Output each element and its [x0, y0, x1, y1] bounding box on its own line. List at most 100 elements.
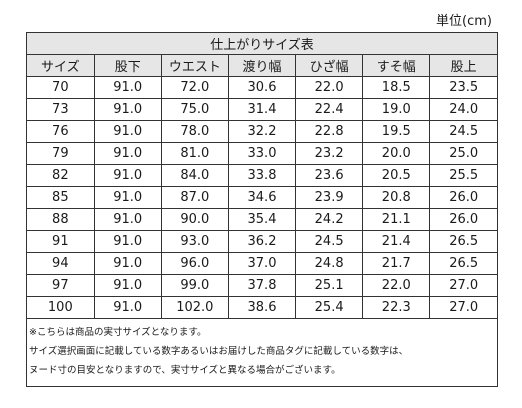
table-cell: 70 [27, 76, 95, 99]
table-cell: 93.0 [160, 230, 229, 253]
table-cell: 25.0 [429, 142, 497, 165]
table-cell: 24.2 [295, 208, 364, 231]
table-cell: 37.0 [227, 252, 297, 275]
table-cell: 94 [27, 252, 95, 275]
table-cell: 23.9 [295, 186, 364, 209]
table-cell: 26.0 [429, 186, 497, 209]
note-line: ※こちらは商品の実寸サイズとなります。 [29, 327, 207, 338]
table-row: 97 91.0 99.0 37.8 25.1 22.0 27.0 [27, 274, 497, 297]
table-cell: 79 [27, 142, 95, 165]
note-line: ヌード寸の目安となりますので、実寸サイズと異なる場合がございます。 [29, 365, 341, 376]
table-cell: 25.1 [295, 274, 364, 297]
table-cell: 19.5 [362, 120, 431, 143]
table-cell: 22.4 [295, 98, 364, 121]
table-cell: 82 [27, 164, 95, 187]
column-header-waist: ウエスト [160, 54, 229, 77]
table-cell: 81.0 [160, 142, 229, 165]
table-cell: 33.8 [227, 164, 297, 187]
table-cell: 31.4 [227, 98, 297, 121]
unit-label: 単位(cm) [436, 14, 492, 29]
column-header-thigh-width: 渡り幅 [227, 54, 297, 77]
table-cell: 26.5 [429, 230, 497, 253]
table-cell: 97 [27, 274, 95, 297]
table-cell: 24.8 [295, 252, 364, 275]
table-cell: 99.0 [160, 274, 229, 297]
table-cell: 84.0 [160, 164, 229, 187]
column-header-hem-width: すそ幅 [362, 54, 431, 77]
table-cell: 91.0 [93, 98, 162, 121]
table-cell: 72.0 [160, 76, 229, 99]
table-cell: 35.4 [227, 208, 297, 231]
table-cell: 34.6 [227, 186, 297, 209]
table-row: 85 91.0 87.0 34.6 23.9 20.8 26.0 [27, 186, 497, 209]
table-cell: 19.0 [362, 98, 431, 121]
table-cell: 23.2 [295, 142, 364, 165]
table-cell: 32.2 [227, 120, 297, 143]
table-row: 88 91.0 90.0 35.4 24.2 21.1 26.0 [27, 208, 497, 231]
table-cell: 91.0 [93, 164, 162, 187]
table-cell: 91.0 [93, 230, 162, 253]
table-cell: 33.0 [227, 142, 297, 165]
table-row: 76 91.0 78.0 32.2 22.8 19.5 24.5 [27, 120, 497, 143]
table-cell: 20.0 [362, 142, 431, 165]
table-row: 100 91.0 102.0 38.6 25.4 22.3 27.0 [27, 296, 497, 318]
table-cell: 78.0 [160, 120, 229, 143]
table-title: 仕上がりサイズ表 [27, 33, 497, 55]
table-cell: 91.0 [93, 208, 162, 231]
table-cell: 21.7 [362, 252, 431, 275]
table-cell: 91.0 [93, 76, 162, 99]
table-cell: 25.4 [295, 296, 364, 318]
table-cell: 27.0 [429, 296, 497, 318]
table-cell: 20.5 [362, 164, 431, 187]
table-cell: 24.5 [295, 230, 364, 253]
column-header-inseam: 股下 [93, 54, 162, 77]
column-header-rise: 股上 [429, 54, 497, 77]
table-cell: 21.4 [362, 230, 431, 253]
table-cell: 27.0 [429, 274, 497, 297]
table-cell: 91.0 [93, 252, 162, 275]
table-row: 94 91.0 96.0 37.0 24.8 21.7 26.5 [27, 252, 497, 275]
table-cell: 91.0 [93, 142, 162, 165]
note-line: サイズ選択画面に記載している数字あるいはお届けした商品タグに記載している数字は、 [29, 346, 409, 357]
table-cell: 25.5 [429, 164, 497, 187]
table-cell: 22.0 [295, 76, 364, 99]
table-row: 70 91.0 72.0 30.6 22.0 18.5 23.5 [27, 76, 497, 99]
table-cell: 76 [27, 120, 95, 143]
table-cell: 73 [27, 98, 95, 121]
table-cell: 91 [27, 230, 95, 253]
column-header-size: サイズ [27, 54, 95, 77]
notes: ※こちらは商品の実寸サイズとなります。 サイズ選択画面に記載している数字あるいは… [27, 318, 497, 386]
table-cell: 91.0 [93, 120, 162, 143]
table-cell: 91.0 [93, 186, 162, 209]
table-row: 91 91.0 93.0 36.2 24.5 21.4 26.5 [27, 230, 497, 253]
header-row: サイズ 股下 ウエスト 渡り幅 ひざ幅 すそ幅 股上 [27, 54, 497, 77]
table-cell: 36.2 [227, 230, 297, 253]
table-cell: 23.6 [295, 164, 364, 187]
table-cell: 23.5 [429, 76, 497, 99]
table-cell: 75.0 [160, 98, 229, 121]
table-cell: 85 [27, 186, 95, 209]
table-cell: 30.6 [227, 76, 297, 99]
size-chart: 仕上がりサイズ表 サイズ 股下 ウエスト 渡り幅 ひざ幅 すそ幅 股上 70 91… [26, 32, 498, 387]
table-row: 82 91.0 84.0 33.8 23.6 20.5 25.5 [27, 164, 497, 187]
size-table: 仕上がりサイズ表 サイズ 股下 ウエスト 渡り幅 ひざ幅 すそ幅 股上 70 91… [27, 33, 497, 318]
table-cell: 96.0 [160, 252, 229, 275]
column-header-knee-width: ひざ幅 [295, 54, 364, 77]
table-row: 73 91.0 75.0 31.4 22.4 19.0 24.0 [27, 98, 497, 121]
table-cell: 26.5 [429, 252, 497, 275]
table-row: 79 91.0 81.0 33.0 23.2 20.0 25.0 [27, 142, 497, 165]
table-cell: 26.0 [429, 208, 497, 231]
table-cell: 20.8 [362, 186, 431, 209]
table-cell: 102.0 [160, 296, 229, 318]
table-cell: 90.0 [160, 208, 229, 231]
table-cell: 87.0 [160, 186, 229, 209]
table-cell: 88 [27, 208, 95, 231]
table-cell: 24.5 [429, 120, 497, 143]
table-cell: 91.0 [93, 296, 162, 318]
table-cell: 22.8 [295, 120, 364, 143]
table-cell: 22.0 [362, 274, 431, 297]
table-cell: 91.0 [93, 274, 162, 297]
table-cell: 22.3 [362, 296, 431, 318]
table-cell: 100 [27, 296, 95, 318]
table-cell: 18.5 [362, 76, 431, 99]
